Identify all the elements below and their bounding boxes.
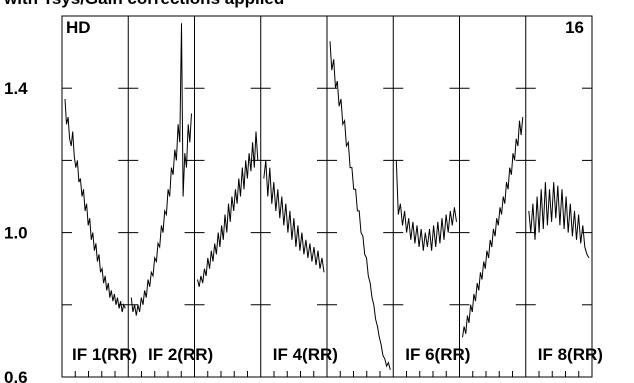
y-tick-label: 1.4 <box>4 79 28 98</box>
y-tick-label: 0.6 <box>4 368 28 383</box>
source-name-label: HD <box>66 18 91 37</box>
series-line-1 <box>64 98 126 313</box>
if-labels: IF 1(RR) IF 2(RR) IF 4(RR) IF 6(RR) IF 8(RR) <box>72 345 603 364</box>
ticks-layer <box>62 87 592 378</box>
if-label-8: IF 8(RR) <box>538 345 603 364</box>
series-line-2 <box>130 23 192 316</box>
if-label-1: IF 1(RR) <box>72 345 137 364</box>
series-line-3 <box>197 131 259 287</box>
if-label-4: IF 4(RR) <box>273 345 338 364</box>
antenna-number-label: 16 <box>565 18 584 37</box>
if-label-6: IF 6(RR) <box>405 345 470 364</box>
panels-layer <box>64 16 590 377</box>
series-line-6 <box>395 160 457 251</box>
series-line-4 <box>263 160 325 273</box>
series-line-5 <box>329 41 391 370</box>
if-label-2: IF 2(RR) <box>148 345 213 364</box>
y-tick-label: 1.0 <box>4 224 28 243</box>
plot-frame <box>61 15 593 378</box>
chart-title: with Tsys/Gain corrections applied <box>3 0 284 8</box>
series-line-8 <box>528 182 590 259</box>
y-tick-labels: 0.6 1.0 1.4 <box>4 79 28 383</box>
series-line-7 <box>462 117 524 338</box>
